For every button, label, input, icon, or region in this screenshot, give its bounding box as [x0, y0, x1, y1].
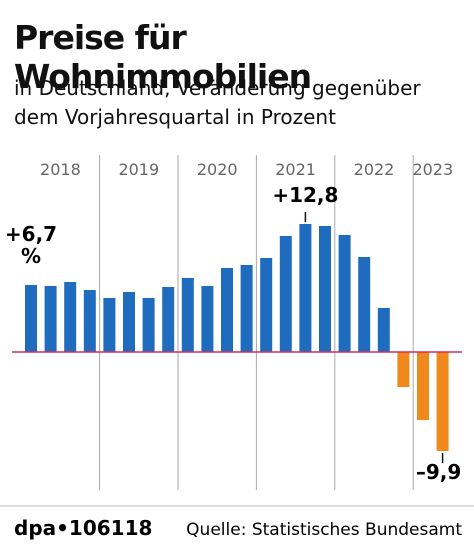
year-label: 2023: [412, 160, 453, 179]
bar: [397, 352, 410, 387]
bar: [83, 290, 96, 352]
bar: [64, 282, 77, 352]
bar: [377, 308, 390, 352]
year-label: 2022: [354, 160, 395, 179]
bar: [436, 352, 449, 451]
bar: [123, 292, 135, 352]
chart-title: Preise für Wohnimmobilien: [14, 18, 312, 96]
year-label: 2019: [118, 160, 159, 179]
bar: [44, 286, 57, 352]
bar: [299, 224, 312, 352]
value-label: +12,8: [272, 183, 338, 207]
bar: [181, 278, 194, 352]
bar: [162, 287, 175, 352]
bar: [142, 298, 155, 352]
unit-label: %: [21, 244, 41, 268]
bar: [417, 352, 429, 420]
bar: [103, 298, 116, 352]
value-label: +6,7: [5, 222, 57, 246]
bar: [319, 226, 331, 352]
bar: [201, 286, 214, 352]
bar: [358, 257, 371, 352]
bar: [338, 235, 351, 352]
agency: dpa•106118: [14, 516, 152, 540]
bar: [221, 268, 233, 352]
bar: [25, 285, 37, 352]
bar: [240, 265, 253, 352]
bar: [260, 258, 273, 352]
value-label: –9,9: [416, 460, 461, 484]
chart-subtitle: in Deutschland, Veränderung gegenüber de…: [14, 76, 421, 129]
year-label: 2021: [275, 160, 316, 179]
source: Quelle: Statistisches Bundesamt: [186, 520, 462, 540]
bar: [279, 236, 292, 352]
year-label: 2018: [40, 160, 81, 179]
year-label: 2020: [197, 160, 238, 179]
